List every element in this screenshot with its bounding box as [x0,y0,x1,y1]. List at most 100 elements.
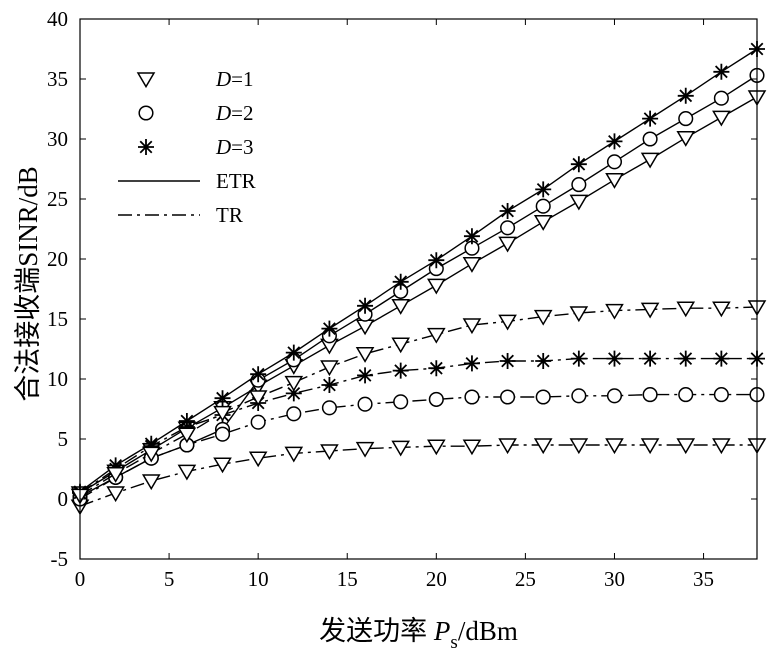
triangle-marker [213,405,232,422]
data-point [533,309,553,326]
asterisk-marker [677,87,694,104]
data-point [571,177,587,193]
data-point [357,297,374,314]
data-point [676,301,696,318]
asterisk-marker [392,273,409,290]
triangle-marker [136,72,156,89]
circle-marker [428,391,444,407]
triangle-marker [355,347,375,363]
asterisk-marker [143,438,160,455]
data-point [355,319,375,336]
series-line [79,306,758,496]
data-point [427,439,446,456]
circle-marker [214,426,231,442]
data-point [213,457,232,474]
data-point [248,390,268,407]
triangle-marker [640,152,660,169]
x-axis-title: 发送功率 Ps/dBm [319,616,518,653]
data-point [535,353,552,369]
asterisk-marker [642,350,659,367]
series-line [79,393,757,500]
data-point [640,152,660,169]
data-point [355,347,375,363]
triangle-marker [427,327,446,344]
data-point [605,438,624,455]
triangle-marker [355,319,375,336]
data-point [284,446,304,463]
triangle-marker [569,306,589,323]
data-point [177,464,197,481]
triangle-marker [533,438,553,455]
data-point [676,438,696,455]
triangle-marker [569,438,589,455]
data-point [642,387,658,403]
circle-marker [642,131,658,147]
data-point [321,320,338,337]
data-point [462,318,482,335]
legend-entry: D=3 [138,135,254,159]
data-point [498,314,517,331]
circle-marker [571,388,587,404]
data-point [177,427,197,444]
triangle-marker [676,131,696,147]
data-point [678,111,694,127]
triangle-marker [640,302,660,319]
data-point [712,438,731,455]
asterisk-marker [535,353,552,369]
circle-marker [321,400,337,416]
data-point [141,474,161,491]
series-TR-D3 [72,350,765,501]
y-tick-label: 35 [47,67,68,91]
data-point [640,438,660,455]
data-point [499,353,516,369]
circle-marker [678,387,694,403]
plot-area [70,41,767,516]
series-ETR-D2 [72,67,765,505]
y-tick-label: 10 [47,367,68,391]
y-tick-label: 25 [47,187,68,211]
asterisk-marker [535,181,552,198]
data-point [285,344,302,361]
series-ETR-D3 [72,41,765,500]
asterisk-marker [428,252,445,269]
data-point [141,446,161,463]
axes [79,18,758,560]
triangle-marker [391,337,410,354]
triangle-marker [141,474,161,491]
triangle-marker [106,467,125,483]
legend-label: ETR [216,169,256,193]
axes-box [79,18,758,560]
circle-marker [138,105,154,121]
asterisk-marker [713,350,730,367]
legend-entry: ETR [118,169,256,193]
data-point [569,194,589,211]
data-point [285,385,302,402]
data-point [712,110,731,127]
circle-marker [286,406,302,422]
legend: D=1 D=2 D=3 ETR TR [118,67,256,227]
data-point [500,220,516,236]
data-point [570,156,587,173]
legend-entry: TR [118,203,243,227]
data-point [535,389,551,405]
y-tick-label: 40 [47,7,68,31]
asterisk-marker [499,203,516,219]
data-point [463,228,480,245]
y-tick-label: 20 [47,247,68,271]
data-point [535,198,551,214]
data-point [106,486,125,503]
data-point [106,467,125,483]
data-point [499,203,516,219]
x-tick-label: 20 [426,567,447,591]
data-point [678,387,694,403]
data-point [642,131,658,147]
circle-marker [535,389,551,405]
data-point [391,440,410,457]
asterisk-marker [713,63,730,80]
data-point [355,441,375,458]
data-point [391,299,410,315]
data-point [178,419,195,435]
data-point [569,306,589,323]
circle-marker [678,111,694,127]
